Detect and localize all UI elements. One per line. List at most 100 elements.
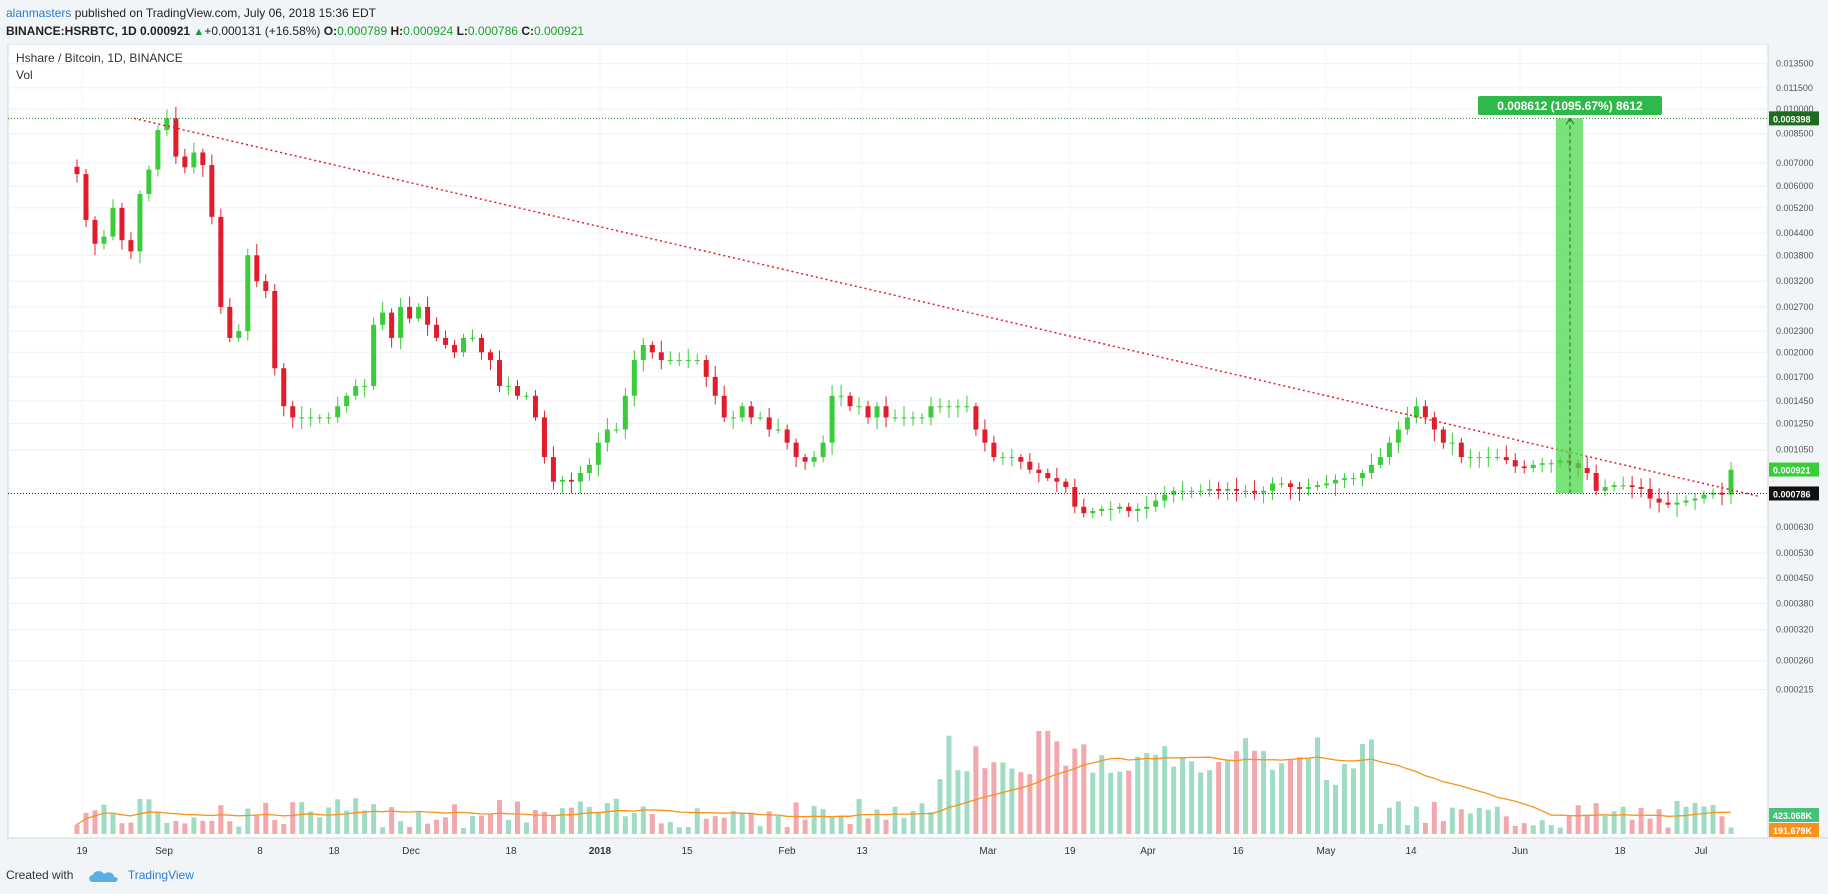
candle-body[interactable]: [308, 417, 314, 419]
candle-body[interactable]: [586, 464, 592, 474]
candle-body[interactable]: [1359, 473, 1365, 479]
candle-body[interactable]: [640, 344, 646, 361]
candle-body[interactable]: [955, 406, 961, 408]
candle-body[interactable]: [1674, 502, 1680, 505]
candle-body[interactable]: [1018, 457, 1024, 462]
candle-body[interactable]: [649, 344, 655, 353]
price-axis[interactable]: 0.013500 0.011500 0.010000 0.008500 0.007000…: [1769, 59, 1819, 837]
candles[interactable]: [74, 106, 1734, 522]
candle-body[interactable]: [847, 395, 853, 407]
candle-body[interactable]: [470, 337, 476, 339]
candle-body[interactable]: [1476, 457, 1482, 459]
candle-body[interactable]: [290, 406, 296, 418]
candle-body[interactable]: [874, 406, 880, 418]
candle-body[interactable]: [550, 457, 556, 482]
price-chart[interactable]: 0.008612 (1095.67%) 8612 0.013500 0.01150…: [0, 44, 1828, 864]
candle-body[interactable]: [245, 255, 251, 332]
candle-body[interactable]: [1602, 487, 1608, 491]
candle-body[interactable]: [595, 442, 601, 465]
candle-body[interactable]: [757, 417, 763, 419]
candle-body[interactable]: [973, 406, 979, 430]
candle-body[interactable]: [496, 360, 502, 387]
price-range-box[interactable]: [1556, 118, 1583, 494]
candle-body[interactable]: [631, 360, 637, 396]
candle-body[interactable]: [236, 331, 242, 338]
candle-body[interactable]: [1225, 488, 1231, 491]
candle-body[interactable]: [1072, 487, 1078, 507]
candle-body[interactable]: [865, 406, 871, 418]
time-axis[interactable]: 19 Sep 8 18 Dec 18 2018 15 Feb 13 Mar 19 Apr 16 May 14 J…: [76, 846, 1707, 857]
candle-body[interactable]: [191, 152, 197, 168]
candle-body[interactable]: [514, 386, 520, 396]
candle-body[interactable]: [577, 473, 583, 482]
candle-body[interactable]: [1027, 461, 1033, 470]
candle-body[interactable]: [1422, 406, 1428, 418]
candle-body[interactable]: [1710, 492, 1716, 495]
candle-body[interactable]: [1261, 490, 1267, 493]
candle-body[interactable]: [344, 395, 350, 407]
candle-body[interactable]: [694, 360, 700, 362]
candle-body[interactable]: [793, 442, 799, 458]
candle-body[interactable]: [820, 442, 826, 458]
candle-body[interactable]: [775, 429, 781, 431]
candle-body[interactable]: [1584, 468, 1590, 474]
candle-body[interactable]: [1494, 457, 1500, 459]
candle-body[interactable]: [1692, 498, 1698, 501]
candle-body[interactable]: [1647, 488, 1653, 499]
candle-body[interactable]: [1656, 498, 1662, 503]
candle-body[interactable]: [1512, 460, 1518, 467]
candle-body[interactable]: [389, 312, 395, 338]
candle-body[interactable]: [74, 166, 80, 175]
candle-body[interactable]: [209, 165, 215, 217]
candle-body[interactable]: [1377, 457, 1383, 465]
candle-body[interactable]: [901, 417, 907, 419]
candle-body[interactable]: [1629, 485, 1635, 488]
candle-body[interactable]: [1395, 429, 1401, 443]
candle-body[interactable]: [1413, 406, 1419, 418]
candle-body[interactable]: [1485, 457, 1491, 459]
candle-body[interactable]: [479, 337, 485, 353]
candle-body[interactable]: [802, 457, 808, 462]
candle-body[interactable]: [434, 324, 440, 338]
candle-body[interactable]: [1431, 417, 1437, 430]
candle-body[interactable]: [353, 386, 359, 396]
candle-body[interactable]: [128, 240, 134, 252]
candle-body[interactable]: [1350, 478, 1356, 480]
candle-body[interactable]: [1009, 457, 1015, 459]
candle-body[interactable]: [829, 395, 835, 443]
candle-body[interactable]: [1638, 487, 1644, 489]
candle-body[interactable]: [110, 207, 116, 237]
candle-body[interactable]: [1368, 464, 1374, 474]
candle-body[interactable]: [910, 417, 916, 419]
candle-body[interactable]: [1440, 429, 1446, 443]
candle-body[interactable]: [488, 352, 493, 361]
candle-body[interactable]: [1243, 490, 1249, 492]
candle-body[interactable]: [1117, 506, 1123, 509]
candle-body[interactable]: [712, 376, 718, 396]
candle-body[interactable]: [200, 152, 206, 166]
candle-body[interactable]: [1045, 473, 1051, 479]
candle-body[interactable]: [1000, 457, 1006, 459]
candle-body[interactable]: [856, 406, 862, 408]
candle-body[interactable]: [1620, 485, 1626, 487]
candle-body[interactable]: [1341, 478, 1347, 480]
candle-body[interactable]: [1153, 500, 1159, 507]
candle-body[interactable]: [766, 417, 772, 430]
candle-body[interactable]: [1683, 500, 1689, 503]
candle-body[interactable]: [1503, 457, 1509, 461]
candle-body[interactable]: [416, 306, 422, 319]
candle-body[interactable]: [182, 156, 188, 168]
candle-body[interactable]: [1665, 502, 1671, 505]
candle-body[interactable]: [317, 417, 323, 419]
author-link[interactable]: alanmasters: [6, 6, 72, 20]
candle-body[interactable]: [1171, 490, 1177, 495]
candle-body[interactable]: [721, 395, 727, 418]
candle-body[interactable]: [1404, 417, 1410, 430]
candle-body[interactable]: [263, 281, 269, 292]
candle-body[interactable]: [362, 386, 368, 388]
candle-body[interactable]: [928, 406, 934, 418]
candle-body[interactable]: [1162, 494, 1168, 501]
candle-body[interactable]: [254, 255, 260, 282]
candle-body[interactable]: [964, 406, 970, 408]
candle-body[interactable]: [559, 479, 565, 482]
